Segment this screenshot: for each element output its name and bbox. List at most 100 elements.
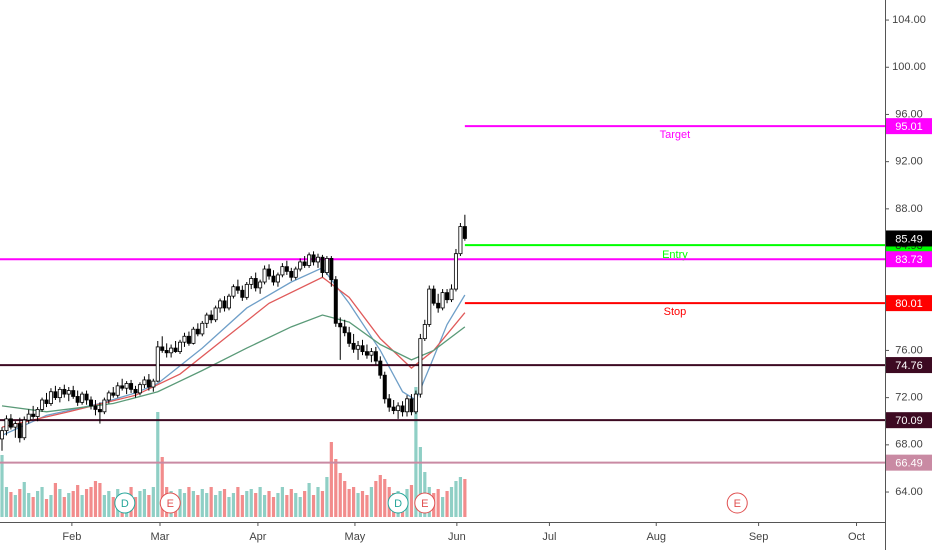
level-price-box [886,118,932,135]
volume-bar [89,487,93,517]
candle-body [200,322,205,335]
volume-bar [40,487,44,517]
x-tick-label: May [345,531,366,543]
level-name: Target [660,129,691,141]
last-price-box [886,230,932,247]
candle-body [275,274,280,283]
candle-body [213,307,218,321]
candle-body [218,300,223,309]
candle-body [418,338,423,395]
candle-body [151,380,156,388]
candle-body [267,268,272,277]
volume-bar [156,412,160,517]
candle-body [413,393,418,413]
volume-bar [262,495,267,517]
candle-body [137,384,142,394]
candle-body [240,289,245,298]
y-tick-label: 92.00 [895,156,923,168]
candle-body [387,398,392,408]
candle-body [120,385,125,389]
x-tick-label: Oct [848,531,865,543]
volume-bar [71,491,75,517]
candle-body [347,332,352,344]
candle-body [204,314,209,324]
volume-bar [378,475,382,517]
volume-bar [4,487,9,517]
candle-body [66,390,71,395]
event-badge [387,492,409,514]
volume-bar [98,483,102,517]
event-label: E [421,498,428,510]
volume-bar [280,487,284,517]
candle-body [146,379,151,388]
volume-bar [151,487,155,517]
level-price-label: 70.09 [895,415,923,427]
candle-body [226,295,231,309]
volume-bar [343,481,347,517]
candle-body [436,302,441,309]
volume-bar [449,487,454,517]
y-tick-label: 76.00 [895,344,923,356]
volume-bar [463,479,467,517]
volume-bar [334,459,338,517]
volume-bar [67,493,71,517]
volume-bar [102,495,106,517]
event-badge [726,492,748,514]
event-label: E [167,498,174,510]
volume-bar [325,477,329,517]
x-tick-label: Apr [249,531,266,543]
x-tick-label: Feb [62,531,81,543]
candle-body [164,350,169,354]
volume-bar [240,495,244,517]
candle-body [35,409,40,417]
volume-bar [31,497,35,517]
candle-body [62,388,67,395]
candle-body [186,335,191,344]
candle-body [396,405,401,412]
candle-body [271,275,276,283]
volume-bar [307,483,311,517]
candle-body [4,418,9,432]
candle-body [235,286,240,291]
volume-bar [80,495,84,517]
candle-body [338,322,343,328]
volume-bar [254,493,258,517]
volume-bar [44,499,49,517]
volume-bar [329,442,333,517]
volume-bar [187,487,191,517]
level-name: Entry [662,249,688,261]
candle-body [258,281,263,289]
candle-body [324,258,329,273]
event-badge [159,492,181,514]
candle-body [329,258,334,281]
candle-body [0,430,5,440]
candle-body [360,345,365,353]
y-tick-label: 72.00 [895,392,923,404]
candle-body [57,388,62,399]
candle-body [133,388,138,394]
candle-body [80,393,85,403]
volume-bar [338,473,342,517]
volume-bar [133,497,138,517]
candle-body [453,253,458,290]
volume-bar [36,491,40,517]
candle-body [111,392,116,396]
event-badge [414,492,436,514]
volume-bar [111,497,115,517]
candle-body [280,266,285,276]
candle-body [409,398,414,413]
y-tick-label: 64.00 [895,486,923,498]
volume-bar [191,491,195,517]
volume-bar [316,487,320,517]
candle-body [249,278,254,285]
candle-body [427,288,432,325]
y-tick-label: 88.00 [895,203,923,215]
candle-body [222,300,227,309]
volume-bar [62,497,66,517]
candle-body [84,393,89,401]
volume-bar [236,487,240,517]
x-tick-label: Jun [448,531,466,543]
candle-body [89,399,94,407]
candle-body [431,288,436,304]
